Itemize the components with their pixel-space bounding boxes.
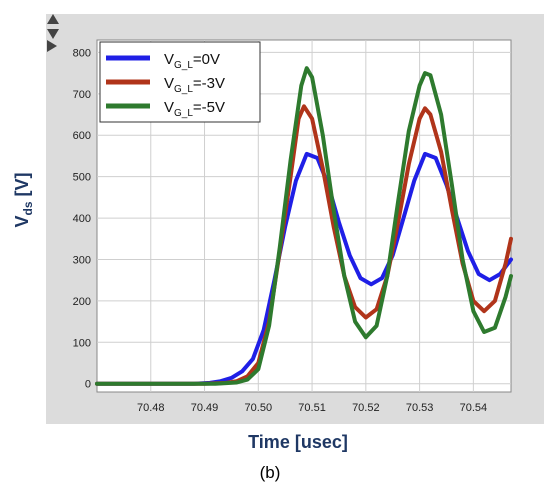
y-tick-label: 600 [73,130,91,142]
series-line-2 [95,66,513,386]
x-tick-label: 70.48 [137,402,165,414]
legend-label-pre: V [164,75,174,92]
triangle-down-icon[interactable] [47,29,59,39]
triangle-right-icon[interactable] [47,40,57,52]
y-tick-label: 800 [73,47,91,59]
figure-caption: (b) [260,463,281,482]
legend-label-sub: G_L [174,60,193,71]
x-tick-label: 70.50 [245,402,273,414]
y-tick-label: 200 [73,296,91,308]
legend-label-post: =0V [193,51,220,68]
triangle-up-icon[interactable] [47,14,59,24]
legend-label-post: =-5V [193,99,225,116]
legend-label-pre: V [164,51,174,68]
y-tick-labels: 0 100 200 300 400 500 600 700 800 [73,47,91,390]
legend-label: VG_L=0V [164,51,220,71]
legend-label-pre: V [164,99,174,116]
legend-label-post: =-3V [193,75,225,92]
x-tick-label: 70.53 [406,402,434,414]
y-tick-label: 400 [73,213,91,225]
y-tick-label: 700 [73,89,91,101]
y-axis-title-unit: [V] [12,172,32,201]
y-axis-title-main: V [12,216,32,228]
y-tick-label: 500 [73,172,91,184]
legend-label-sub: G_L [174,84,193,95]
x-axis-title: Time [usec] [248,432,348,452]
x-tick-label: 70.52 [352,402,380,414]
y-axis-title: Vds [V] [12,172,35,227]
y-tick-label: 300 [73,254,91,266]
legend-label-sub: G_L [174,108,193,119]
x-tick-labels: 70.48 70.49 70.50 70.51 70.52 70.53 70.54 [137,402,487,414]
series-group [95,66,513,386]
legend-label: VG_L=-3V [164,75,225,95]
legend-label: VG_L=-5V [164,99,225,119]
x-tick-label: 70.54 [460,402,488,414]
legend-box [99,41,261,123]
x-tick-label: 70.51 [298,402,326,414]
y-tick-label: 0 [85,379,91,391]
y-tick-label: 100 [73,337,91,349]
y-axis-title-sub: ds [21,201,35,215]
x-tick-label: 70.49 [191,402,219,414]
